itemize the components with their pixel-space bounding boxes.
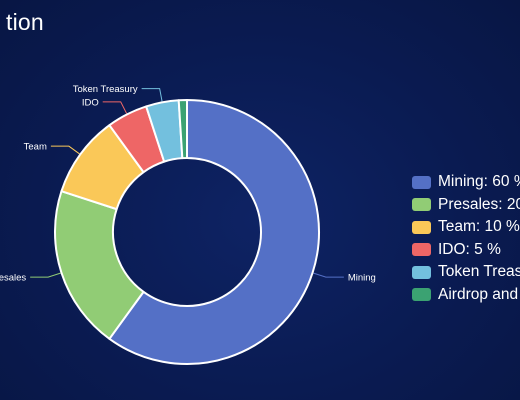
legend-label: Mining: 60 % (438, 173, 520, 191)
legend-swatch (412, 243, 431, 257)
donut-slice-mining[interactable] (108, 99, 320, 365)
legend-item-presales[interactable]: Presales: 20 (412, 194, 520, 217)
leader-line (313, 272, 344, 278)
legend-item-token-treasury[interactable]: Token Treas (412, 261, 520, 284)
slice-label: Team (24, 142, 47, 153)
legend-swatch (412, 175, 431, 189)
legend-label: Airdrop and (438, 285, 519, 303)
slice-label: IDO (82, 97, 99, 108)
legend-swatch (412, 198, 431, 212)
legend-label: Team: 10 % (438, 218, 520, 236)
donut-slice-presales[interactable] (54, 190, 145, 340)
legend-swatch (412, 265, 431, 279)
chart-title: tion (6, 9, 44, 35)
legend-label: Presales: 20 (438, 195, 520, 213)
chart-legend: Mining: 60 % Presales: 20 Team: 10 % IDO… (412, 171, 520, 306)
leader-line (102, 101, 128, 114)
slice-label: Presales (0, 273, 26, 284)
slice-label: Token Treasury (73, 84, 138, 95)
leader-line (30, 272, 61, 278)
leader-line (50, 145, 80, 155)
legend-item-team[interactable]: Team: 10 % (412, 216, 520, 239)
donut-slice-airdrop[interactable] (177, 98, 188, 160)
legend-item-mining[interactable]: Mining: 60 % (412, 171, 520, 194)
legend-swatch (412, 288, 431, 302)
legend-item-ido[interactable]: IDO: 5 % (412, 239, 520, 262)
slice-label: Mining (348, 273, 376, 284)
legend-swatch (412, 220, 431, 234)
leader-line (141, 88, 163, 102)
legend-item-airdrop[interactable]: Airdrop and (412, 284, 520, 307)
legend-label: IDO: 5 % (438, 240, 501, 258)
legend-label: Token Treas (438, 263, 520, 281)
